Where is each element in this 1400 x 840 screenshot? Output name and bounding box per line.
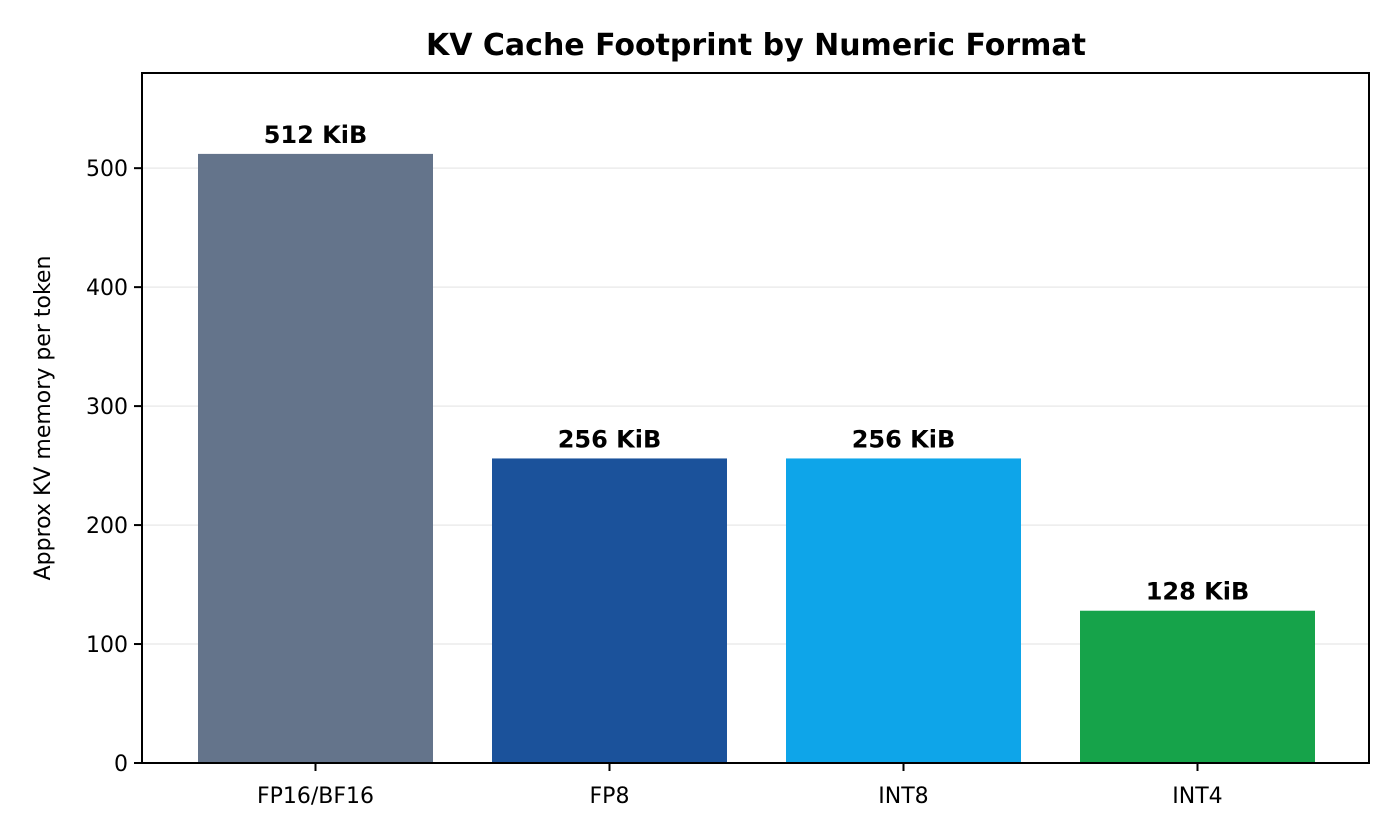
bar-fp8: [492, 458, 727, 763]
x-axis-ticks: FP16/BF16 FP8 INT8 INT4: [257, 763, 1223, 809]
data-label: 512 KiB: [264, 121, 368, 149]
bar-int8: [786, 458, 1021, 763]
bar-int4: [1080, 610, 1315, 763]
y-tick-label: 400: [86, 276, 128, 301]
data-label: 256 KiB: [852, 425, 956, 453]
y-tick-label: 200: [86, 514, 128, 539]
plot-frame: [141, 72, 1370, 764]
y-tick-label: 300: [86, 395, 128, 420]
x-tick-label: INT8: [878, 784, 928, 809]
bars: [198, 153, 1315, 763]
y-tick-label: 100: [86, 633, 128, 658]
x-tick-label: FP16/BF16: [257, 784, 374, 809]
y-axis-ticks: 0 100 200 300 400 500: [86, 157, 142, 777]
x-tick-label: INT4: [1172, 784, 1222, 809]
data-label: 256 KiB: [558, 425, 662, 453]
y-tick-label: 0: [114, 752, 128, 777]
bar-fp16-bf16: [198, 153, 433, 763]
y-axis-label: Approx KV memory per token: [31, 256, 56, 581]
data-label: 128 KiB: [1146, 578, 1250, 606]
y-tick-label: 500: [86, 157, 128, 182]
chart-title: KV Cache Footprint by Numeric Format: [426, 28, 1086, 63]
x-tick-label: FP8: [590, 784, 630, 809]
data-labels: 512 KiB 256 KiB 256 KiB 128 KiB: [264, 121, 1250, 606]
